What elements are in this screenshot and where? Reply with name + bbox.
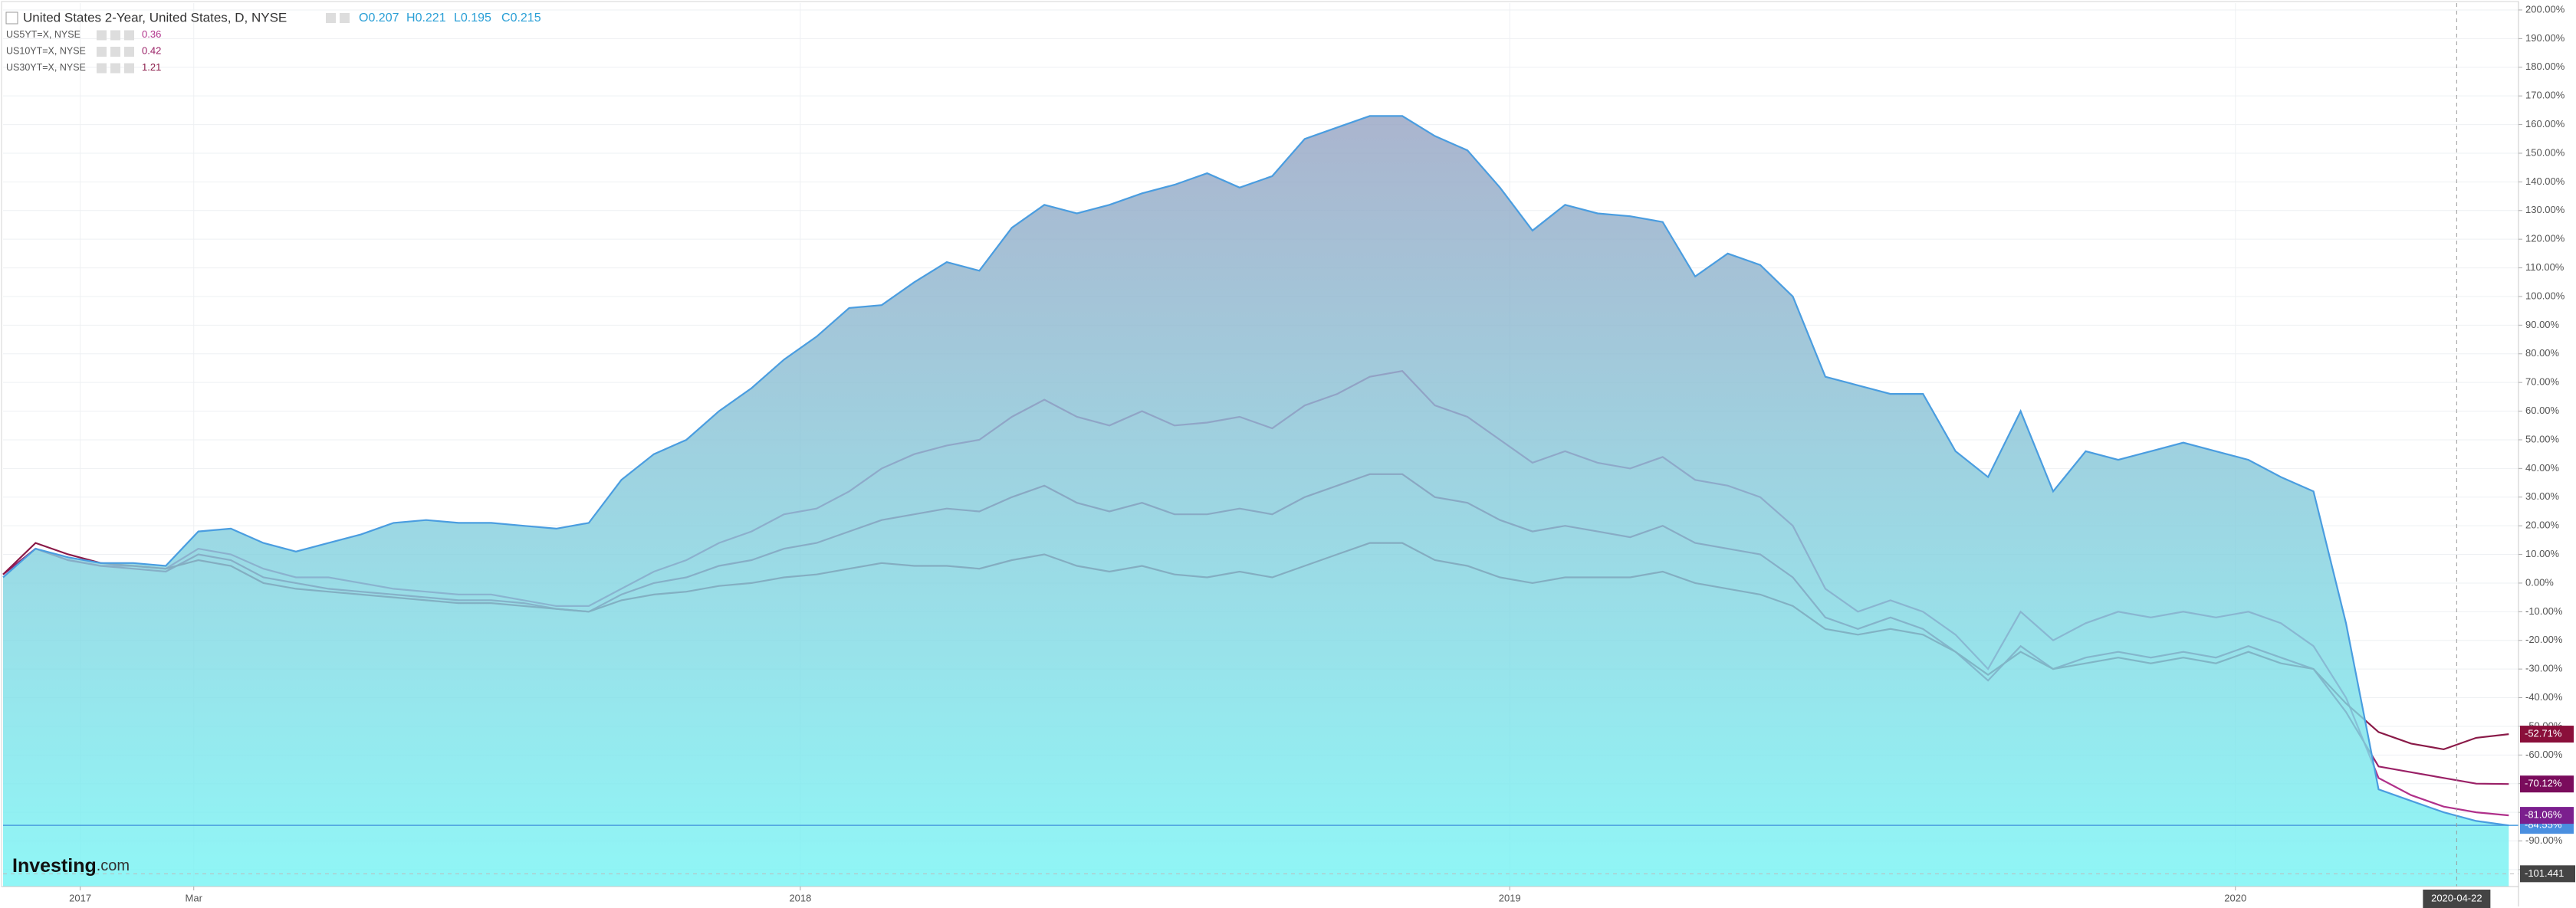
y-tick-label: 100.00% xyxy=(2525,290,2565,301)
y-tick-label: 160.00% xyxy=(2525,118,2565,129)
y-tick-label: 170.00% xyxy=(2525,90,2565,101)
y-tick-label: 140.00% xyxy=(2525,175,2565,187)
y-tick-label: -40.00% xyxy=(2525,691,2563,703)
legend-value: 1.21 xyxy=(142,61,161,73)
series-area xyxy=(3,116,2509,887)
legend-icon xyxy=(124,30,134,41)
last-value-label: -70.12% xyxy=(2525,778,2562,789)
last-value-tag xyxy=(2520,726,2574,743)
y-tick-label: -30.00% xyxy=(2525,663,2563,674)
crosshair-x-label: 2020-04-22 xyxy=(2431,892,2482,903)
legend-title: United States 2-Year, United States, D, … xyxy=(23,10,287,25)
legend-icon xyxy=(110,63,120,74)
y-tick-label: 10.00% xyxy=(2525,548,2560,559)
ohlc-value: 0.215 xyxy=(511,11,541,25)
y-tick-label: 190.00% xyxy=(2525,32,2565,44)
ohlc-key: O xyxy=(359,11,368,25)
y-tick-label: 180.00% xyxy=(2525,61,2565,72)
last-value-label: -81.06% xyxy=(2525,809,2562,821)
watermark: Investing.com xyxy=(12,855,130,877)
legend-icon xyxy=(97,30,107,41)
legend-icon xyxy=(97,63,107,74)
y-tick-label: 130.00% xyxy=(2525,204,2565,215)
last-value-tag xyxy=(2520,807,2574,824)
legend-entry: US30YT=X, NYSE xyxy=(6,62,86,73)
legend-entry: US5YT=X, NYSE xyxy=(6,29,80,40)
series-area-line xyxy=(2,115,2509,827)
crosshair-x-tag xyxy=(2423,890,2491,908)
ohlc-entry: H0.221 xyxy=(406,11,446,25)
watermark-main: Investing xyxy=(12,855,97,877)
ohlc-key: H xyxy=(406,11,416,25)
ohlc-value: 0.207 xyxy=(368,11,399,25)
last-value-tag xyxy=(2520,775,2574,793)
y-tick-label: 20.00% xyxy=(2525,520,2560,531)
y-tick-label: 0.00% xyxy=(2525,576,2554,588)
y-tick-label: 90.00% xyxy=(2525,319,2560,330)
legend-collapse-icon[interactable] xyxy=(5,11,18,25)
legend-icon[interactable] xyxy=(340,13,350,23)
legend-icon xyxy=(110,47,120,57)
y-tick-label: 80.00% xyxy=(2525,347,2560,359)
x-tick-label: 2020 xyxy=(2224,892,2246,903)
legend-icon xyxy=(97,47,107,57)
legend-value: 0.42 xyxy=(142,44,161,56)
legend-value: 0.36 xyxy=(142,28,161,40)
legend-icon xyxy=(124,63,134,74)
crosshair-y-label: -101.441 xyxy=(2525,867,2564,879)
last-value-label: -52.71% xyxy=(2525,728,2562,739)
y-tick-label: 70.00% xyxy=(2525,376,2560,388)
x-tick-label: 2017 xyxy=(69,892,91,903)
legend-icon xyxy=(110,30,120,41)
ohlc-entry: O0.207 xyxy=(359,11,399,25)
y-tick-label: 120.00% xyxy=(2525,233,2565,244)
watermark-suffix: .com xyxy=(97,857,130,874)
x-tick-label: 2018 xyxy=(789,892,811,903)
y-tick-label: 150.00% xyxy=(2525,146,2565,158)
y-tick-label: 60.00% xyxy=(2525,405,2560,416)
ohlc-entry: C0.215 xyxy=(501,11,541,25)
x-tick-label: Mar xyxy=(186,892,203,903)
y-tick-label: 30.00% xyxy=(2525,490,2560,502)
ohlc-key: L xyxy=(454,11,461,25)
y-tick-label: 200.00% xyxy=(2525,3,2565,15)
legend-entry: US10YT=X, NYSE xyxy=(6,45,86,56)
y-tick-label: 110.00% xyxy=(2525,261,2564,273)
y-tick-label: -10.00% xyxy=(2525,605,2563,617)
y-tick-label: 40.00% xyxy=(2525,462,2560,474)
x-tick-label: 2019 xyxy=(1499,892,1521,903)
legend-icon xyxy=(124,47,134,57)
legend-icon[interactable] xyxy=(326,13,336,23)
y-tick-label: -60.00% xyxy=(2525,749,2563,760)
y-tick-label: 50.00% xyxy=(2525,433,2560,444)
legend: United States 2-Year, United States, D, … xyxy=(5,10,541,74)
y-tick-label: -20.00% xyxy=(2525,634,2563,645)
ohlc-entry: L0.195 xyxy=(454,11,491,25)
crosshair-y-tag xyxy=(2520,865,2575,883)
y-tick-label: -90.00% xyxy=(2525,834,2563,846)
ohlc-value: 0.221 xyxy=(416,11,446,25)
ohlc-key: C xyxy=(501,11,511,25)
ohlc-value: 0.195 xyxy=(461,11,491,25)
